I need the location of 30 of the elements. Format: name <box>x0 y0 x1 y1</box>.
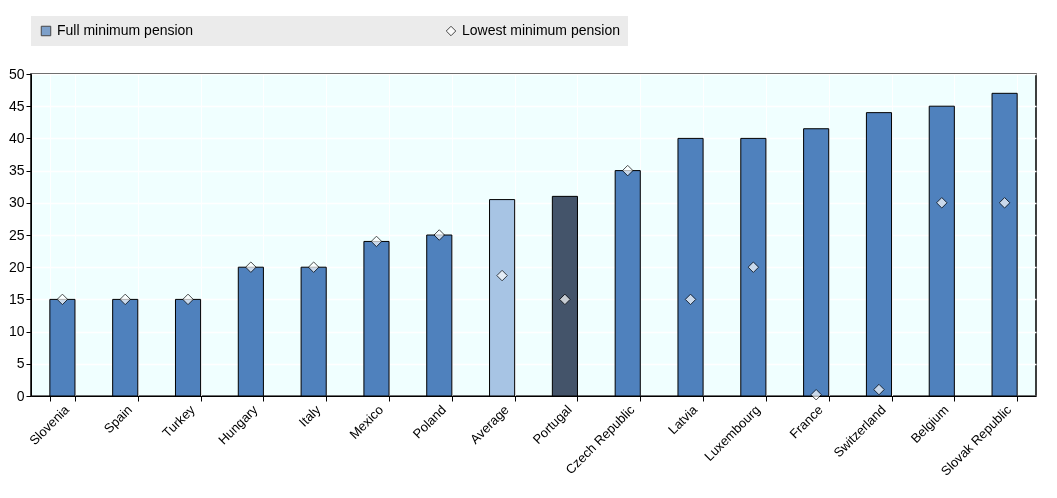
y-tick-label: 30 <box>8 194 25 211</box>
point <box>56 293 69 306</box>
y-tick-label: 15 <box>8 290 25 307</box>
point <box>119 293 131 306</box>
y-tick-label: 40 <box>8 129 25 146</box>
point <box>684 293 697 306</box>
point <box>559 293 571 306</box>
point <box>747 261 760 273</box>
point <box>621 164 634 177</box>
point <box>496 269 508 282</box>
x-tick-label: Italy <box>295 401 324 430</box>
legend-label: Lowest minimum pension <box>462 22 620 38</box>
point <box>182 293 194 306</box>
y-tick-label: 0 <box>16 387 25 404</box>
y-tick-label: 45 <box>8 97 25 114</box>
y-tick-label: 10 <box>8 323 25 340</box>
point <box>998 197 1011 209</box>
y-tick-label: 5 <box>16 355 25 372</box>
point <box>370 235 383 248</box>
point <box>245 261 257 273</box>
point <box>810 388 822 401</box>
point <box>307 261 320 273</box>
point <box>873 383 885 396</box>
y-tick-label: 35 <box>8 162 25 179</box>
legend-label: Full minimum pension <box>57 22 194 38</box>
y-tick-label: 50 <box>8 65 25 82</box>
point <box>936 197 948 209</box>
y-tick-label: 20 <box>8 258 25 275</box>
y-tick-label: 25 <box>8 226 25 243</box>
point <box>433 229 446 241</box>
